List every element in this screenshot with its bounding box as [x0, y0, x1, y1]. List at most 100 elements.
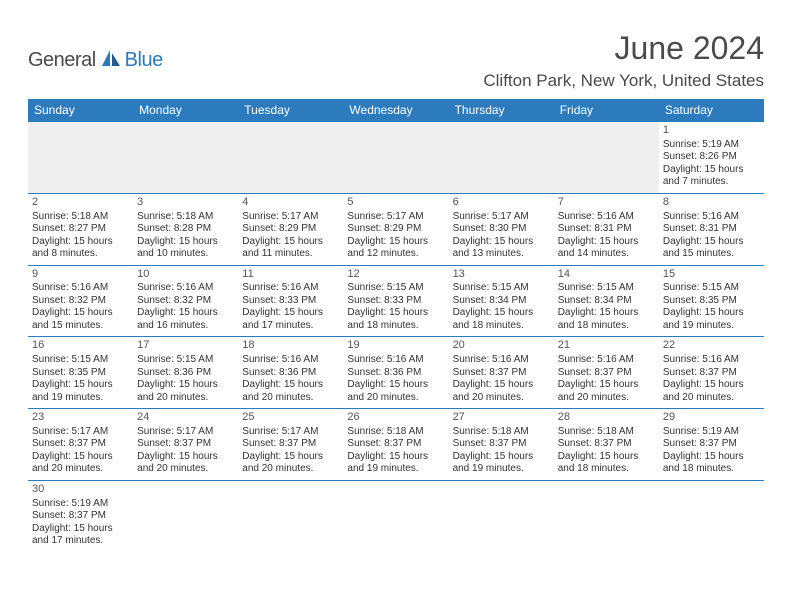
- day-number: 22: [663, 339, 760, 353]
- sunrise-line: Sunrise: 5:18 AM: [32, 211, 129, 224]
- calendar-row: 30Sunrise: 5:19 AMSunset: 8:37 PMDayligh…: [28, 480, 764, 551]
- sunset-line: Sunset: 8:30 PM: [453, 223, 550, 236]
- calendar-row: 2Sunrise: 5:18 AMSunset: 8:27 PMDaylight…: [28, 193, 764, 265]
- day-number: 20: [453, 339, 550, 353]
- day-number: 11: [242, 268, 339, 282]
- title-block: June 2024 Clifton Park, New York, United…: [483, 30, 764, 91]
- sunrise-line: Sunrise: 5:19 AM: [663, 139, 760, 152]
- day-cell: 12Sunrise: 5:15 AMSunset: 8:33 PMDayligh…: [343, 265, 448, 337]
- day-number: 26: [347, 411, 444, 425]
- day-cell: 3Sunrise: 5:18 AMSunset: 8:28 PMDaylight…: [133, 193, 238, 265]
- empty-cell: [238, 122, 343, 194]
- empty-cell: [554, 122, 659, 194]
- sunset-line: Sunset: 8:29 PM: [242, 223, 339, 236]
- sail-icon: [100, 48, 122, 73]
- sunset-line: Sunset: 8:34 PM: [453, 295, 550, 308]
- sunset-line: Sunset: 8:37 PM: [32, 510, 129, 523]
- day-cell: 22Sunrise: 5:16 AMSunset: 8:37 PMDayligh…: [659, 337, 764, 409]
- sunset-line: Sunset: 8:35 PM: [32, 367, 129, 380]
- sunrise-line: Sunrise: 5:17 AM: [242, 426, 339, 439]
- daylight-line: Daylight: 15 hours and 16 minutes.: [137, 307, 234, 332]
- empty-cell: [343, 122, 448, 194]
- sunrise-line: Sunrise: 5:19 AM: [32, 498, 129, 511]
- daylight-line: Daylight: 15 hours and 20 minutes.: [242, 379, 339, 404]
- day-cell: 1Sunrise: 5:19 AMSunset: 8:26 PMDaylight…: [659, 122, 764, 194]
- logo: General Blue: [28, 48, 163, 73]
- logo-text-blue: Blue: [125, 49, 163, 72]
- day-number: 30: [32, 483, 129, 497]
- sunset-line: Sunset: 8:34 PM: [558, 295, 655, 308]
- day-cell: 10Sunrise: 5:16 AMSunset: 8:32 PMDayligh…: [133, 265, 238, 337]
- daylight-line: Daylight: 15 hours and 18 minutes.: [663, 451, 760, 476]
- sunset-line: Sunset: 8:37 PM: [663, 438, 760, 451]
- daylight-line: Daylight: 15 hours and 15 minutes.: [32, 307, 129, 332]
- sunset-line: Sunset: 8:33 PM: [347, 295, 444, 308]
- sunrise-line: Sunrise: 5:16 AM: [663, 354, 760, 367]
- sunset-line: Sunset: 8:31 PM: [663, 223, 760, 236]
- day-cell: 5Sunrise: 5:17 AMSunset: 8:29 PMDaylight…: [343, 193, 448, 265]
- day-cell: 9Sunrise: 5:16 AMSunset: 8:32 PMDaylight…: [28, 265, 133, 337]
- daylight-line: Daylight: 15 hours and 10 minutes.: [137, 236, 234, 261]
- empty-cell: [238, 480, 343, 551]
- day-number: 16: [32, 339, 129, 353]
- sunrise-line: Sunrise: 5:15 AM: [453, 282, 550, 295]
- empty-cell: [133, 122, 238, 194]
- weekday-header: Tuesday: [238, 99, 343, 122]
- daylight-line: Daylight: 15 hours and 18 minutes.: [558, 451, 655, 476]
- day-number: 25: [242, 411, 339, 425]
- day-cell: 23Sunrise: 5:17 AMSunset: 8:37 PMDayligh…: [28, 409, 133, 481]
- sunrise-line: Sunrise: 5:17 AM: [453, 211, 550, 224]
- day-cell: 17Sunrise: 5:15 AMSunset: 8:36 PMDayligh…: [133, 337, 238, 409]
- day-cell: 27Sunrise: 5:18 AMSunset: 8:37 PMDayligh…: [449, 409, 554, 481]
- sunset-line: Sunset: 8:37 PM: [453, 438, 550, 451]
- daylight-line: Daylight: 15 hours and 19 minutes.: [663, 307, 760, 332]
- daylight-line: Daylight: 15 hours and 11 minutes.: [242, 236, 339, 261]
- weekday-header-row: SundayMondayTuesdayWednesdayThursdayFrid…: [28, 99, 764, 122]
- calendar-row: 16Sunrise: 5:15 AMSunset: 8:35 PMDayligh…: [28, 337, 764, 409]
- location-text: Clifton Park, New York, United States: [483, 71, 764, 91]
- calendar-row: 1Sunrise: 5:19 AMSunset: 8:26 PMDaylight…: [28, 122, 764, 194]
- daylight-line: Daylight: 15 hours and 20 minutes.: [242, 451, 339, 476]
- sunset-line: Sunset: 8:37 PM: [32, 438, 129, 451]
- sunrise-line: Sunrise: 5:18 AM: [137, 211, 234, 224]
- daylight-line: Daylight: 15 hours and 20 minutes.: [558, 379, 655, 404]
- sunrise-line: Sunrise: 5:16 AM: [453, 354, 550, 367]
- day-cell: 7Sunrise: 5:16 AMSunset: 8:31 PMDaylight…: [554, 193, 659, 265]
- day-cell: 18Sunrise: 5:16 AMSunset: 8:36 PMDayligh…: [238, 337, 343, 409]
- empty-cell: [659, 480, 764, 551]
- sunset-line: Sunset: 8:37 PM: [242, 438, 339, 451]
- daylight-line: Daylight: 15 hours and 20 minutes.: [137, 451, 234, 476]
- sunset-line: Sunset: 8:37 PM: [558, 438, 655, 451]
- day-number: 15: [663, 268, 760, 282]
- day-number: 21: [558, 339, 655, 353]
- day-number: 3: [137, 196, 234, 210]
- sunset-line: Sunset: 8:37 PM: [453, 367, 550, 380]
- daylight-line: Daylight: 15 hours and 17 minutes.: [242, 307, 339, 332]
- sunset-line: Sunset: 8:37 PM: [558, 367, 655, 380]
- calendar-table: SundayMondayTuesdayWednesdayThursdayFrid…: [28, 99, 764, 552]
- daylight-line: Daylight: 15 hours and 15 minutes.: [663, 236, 760, 261]
- day-number: 2: [32, 196, 129, 210]
- day-number: 4: [242, 196, 339, 210]
- day-number: 23: [32, 411, 129, 425]
- weekday-header: Monday: [133, 99, 238, 122]
- day-cell: 14Sunrise: 5:15 AMSunset: 8:34 PMDayligh…: [554, 265, 659, 337]
- daylight-line: Daylight: 15 hours and 17 minutes.: [32, 523, 129, 548]
- day-number: 13: [453, 268, 550, 282]
- day-number: 10: [137, 268, 234, 282]
- day-number: 18: [242, 339, 339, 353]
- daylight-line: Daylight: 15 hours and 13 minutes.: [453, 236, 550, 261]
- weekday-header: Friday: [554, 99, 659, 122]
- sunrise-line: Sunrise: 5:16 AM: [558, 354, 655, 367]
- sunset-line: Sunset: 8:28 PM: [137, 223, 234, 236]
- sunrise-line: Sunrise: 5:15 AM: [663, 282, 760, 295]
- empty-cell: [449, 122, 554, 194]
- daylight-line: Daylight: 15 hours and 18 minutes.: [347, 307, 444, 332]
- day-cell: 26Sunrise: 5:18 AMSunset: 8:37 PMDayligh…: [343, 409, 448, 481]
- sunset-line: Sunset: 8:32 PM: [137, 295, 234, 308]
- sunset-line: Sunset: 8:37 PM: [663, 367, 760, 380]
- month-title: June 2024: [483, 30, 764, 67]
- day-number: 28: [558, 411, 655, 425]
- empty-cell: [449, 480, 554, 551]
- day-cell: 24Sunrise: 5:17 AMSunset: 8:37 PMDayligh…: [133, 409, 238, 481]
